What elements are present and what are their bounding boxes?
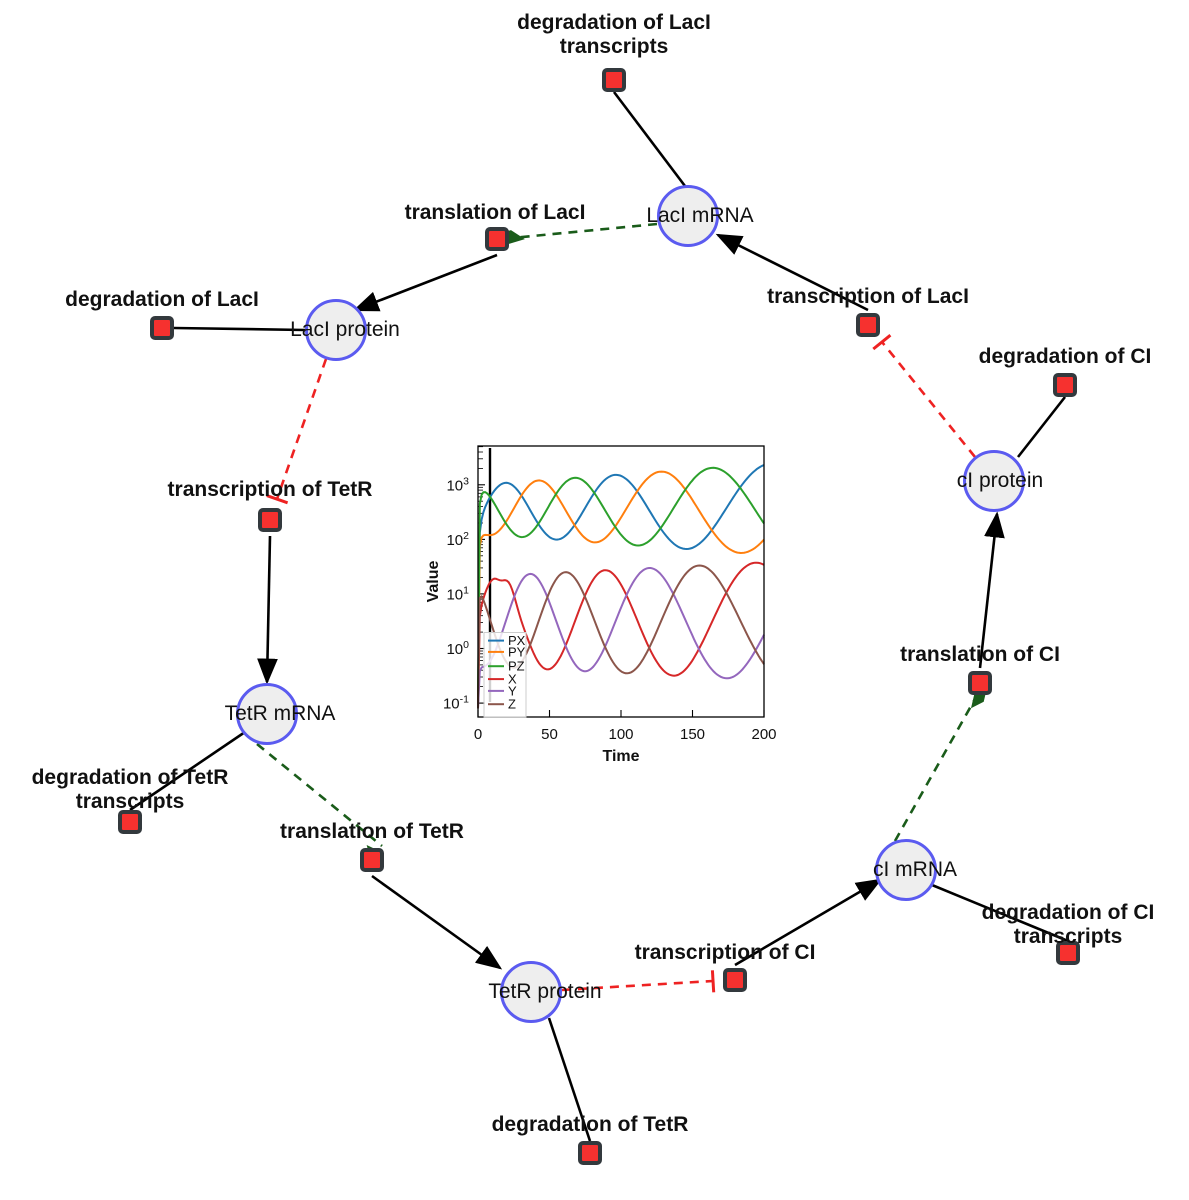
svg-text:100: 100: [608, 726, 633, 743]
svg-text:100: 100: [446, 639, 469, 658]
svg-text:150: 150: [680, 726, 705, 743]
svg-text:103: 103: [446, 475, 469, 494]
svg-text:PY: PY: [508, 644, 526, 659]
svg-text:102: 102: [446, 530, 469, 549]
svg-text:Z: Z: [508, 697, 516, 712]
svg-text:101: 101: [446, 584, 469, 603]
svg-text:50: 50: [541, 726, 558, 743]
svg-text:10-1: 10-1: [443, 694, 469, 713]
svg-text:Time: Time: [602, 748, 639, 765]
svg-text:Value: Value: [425, 561, 442, 603]
svg-text:0: 0: [474, 726, 482, 743]
svg-text:200: 200: [751, 726, 776, 743]
